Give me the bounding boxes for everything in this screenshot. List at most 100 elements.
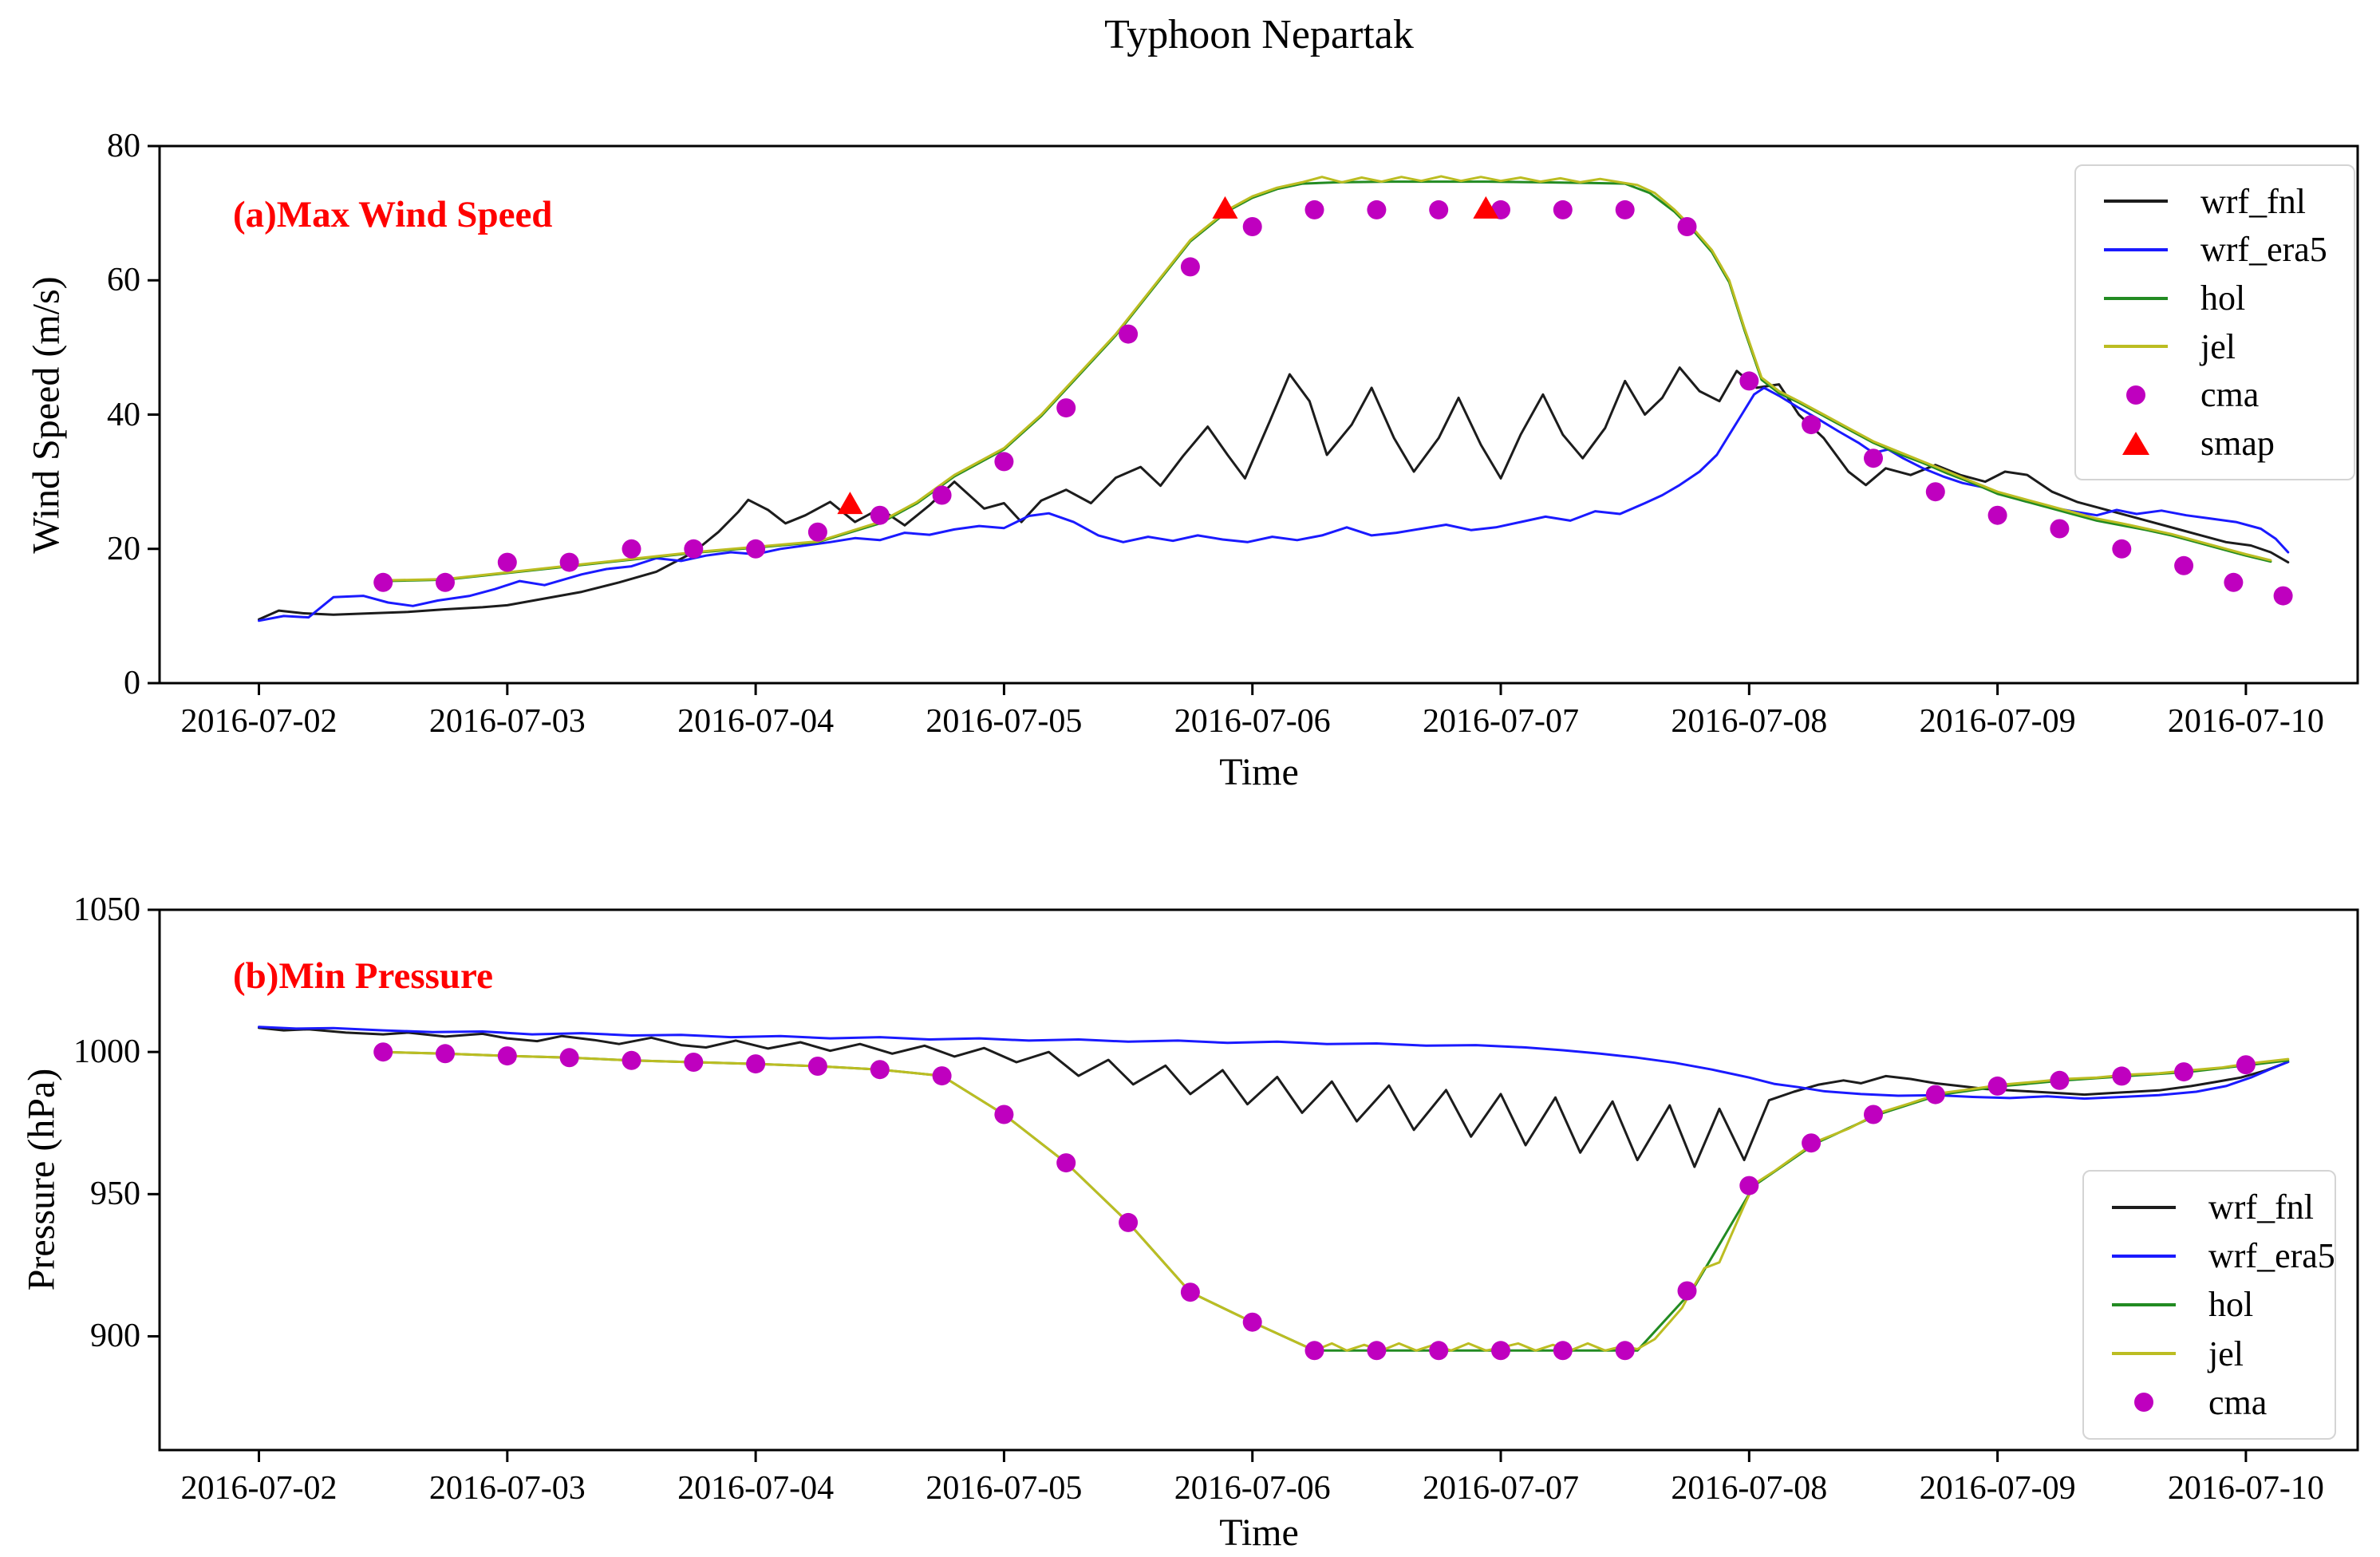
marker-cma	[1739, 1176, 1759, 1195]
marker-cma	[2174, 555, 2194, 575]
y-tick-label: 1050	[73, 891, 140, 928]
panel-a-y-axis-label: Wind Speed (m/s)	[25, 276, 68, 554]
marker-cma	[1056, 398, 1076, 418]
marker-cma	[1739, 371, 1759, 391]
panel-b-y-axis-label: Pressure (hPa)	[20, 1068, 63, 1291]
series-line-wrf_fnl	[258, 366, 2290, 621]
marker-cma	[373, 1042, 393, 1062]
triangle-sample-icon	[2092, 432, 2180, 456]
line-sample-icon	[2092, 247, 2180, 251]
scatter-glyph-icon	[2126, 385, 2145, 405]
marker-cma	[559, 552, 579, 572]
chart-title: Typhoon Nepartak	[1104, 12, 1414, 57]
marker-cma	[1367, 1341, 1387, 1361]
marker-cma	[1925, 1085, 1945, 1105]
line-sample-icon	[2100, 1352, 2188, 1356]
y-tick-label: 950	[90, 1176, 140, 1213]
legend-label: wrf_fnl	[2208, 1188, 2314, 1227]
line-sample-icon	[2100, 1254, 2188, 1258]
y-tick-label: 900	[90, 1318, 140, 1355]
legend-label: cma	[2200, 375, 2260, 415]
series-line-hol	[381, 180, 2272, 583]
marker-cma	[684, 539, 704, 559]
marker-smap	[1473, 196, 1499, 219]
marker-cma	[497, 552, 517, 572]
x-tick-label: 2016-07-05	[926, 703, 1083, 740]
marker-cma	[1429, 200, 1449, 219]
marker-cma	[2273, 586, 2293, 606]
x-tick-label: 2016-07-09	[1919, 703, 2076, 740]
line-glyph-icon	[2112, 1302, 2176, 1306]
marker-cma	[1304, 200, 1324, 219]
x-tick-label: 2016-07-10	[2167, 1470, 2324, 1507]
marker-cma	[436, 1044, 455, 1064]
y-tick-label: 60	[107, 262, 140, 299]
marker-cma	[436, 572, 455, 592]
line-glyph-icon	[2104, 296, 2168, 300]
marker-cma	[1180, 1282, 1200, 1302]
y-tick-label: 40	[107, 396, 140, 433]
legend-item-hol: hol	[2100, 1281, 2319, 1329]
dot-sample-icon	[2092, 385, 2180, 405]
x-tick-label: 2016-07-05	[926, 1470, 1083, 1507]
x-tick-label: 2016-07-06	[1174, 1470, 1331, 1507]
marker-cma	[1304, 1341, 1324, 1361]
legend-label: smap	[2200, 424, 2275, 464]
x-tick-label: 2016-07-03	[428, 703, 586, 740]
series-line-jel	[381, 175, 2272, 582]
line-glyph-icon	[2104, 247, 2168, 251]
marker-cma	[2112, 1066, 2132, 1086]
marker-cma	[1242, 217, 1262, 236]
x-tick-label: 2016-07-04	[677, 1470, 835, 1507]
y-tick-label: 1000	[73, 1033, 140, 1071]
marker-smap	[1212, 196, 1238, 219]
marker-cma	[1987, 1076, 2007, 1096]
marker-cma	[1119, 1212, 1139, 1232]
legend-label: hol	[2200, 279, 2246, 318]
x-tick-label: 2016-07-02	[180, 703, 337, 740]
marker-cma	[373, 572, 393, 592]
legend-item-wrf_fnl: wrf_fnl	[2092, 177, 2338, 225]
marker-cma	[1864, 449, 1883, 468]
marker-smap	[837, 492, 863, 515]
panel-a-x-axis-label: Time	[1219, 751, 1299, 793]
marker-cma	[559, 1048, 579, 1068]
legend-label: hol	[2208, 1285, 2254, 1325]
series-line-wrf_era5	[258, 1025, 2290, 1101]
marker-cma	[622, 539, 641, 559]
marker-cma	[2236, 1055, 2256, 1075]
marker-cma	[1802, 415, 1822, 435]
line-glyph-icon	[2112, 1205, 2176, 1209]
marker-cma	[1056, 1153, 1076, 1173]
x-tick-label: 2016-07-10	[2167, 703, 2324, 740]
x-tick-label: 2016-07-07	[1423, 1470, 1580, 1507]
legend-item-cma: cma	[2100, 1378, 2319, 1426]
series-line-jel	[381, 1050, 2290, 1352]
marker-cma	[1615, 1341, 1635, 1361]
marker-cma	[1677, 1281, 1697, 1301]
panel-a-legend: wrf_fnl wrf_era5 hol jel cma smap	[2074, 164, 2355, 480]
x-tick-label: 2016-07-02	[180, 1470, 337, 1507]
marker-cma	[994, 1105, 1014, 1124]
marker-cma	[2050, 519, 2070, 539]
marker-cma	[932, 1066, 952, 1086]
y-tick-label: 80	[107, 128, 140, 164]
x-tick-label: 2016-07-09	[1919, 1470, 2076, 1507]
x-tick-label: 2016-07-04	[677, 703, 835, 740]
marker-cma	[2174, 1062, 2194, 1082]
x-tick-label: 2016-07-08	[1671, 703, 1828, 740]
panel-a	[148, 144, 2359, 695]
marker-cma	[684, 1053, 704, 1072]
marker-cma	[807, 1057, 827, 1076]
marker-cma	[1367, 200, 1387, 219]
x-tick-label: 2016-07-03	[428, 1470, 586, 1507]
marker-cma	[1615, 200, 1635, 219]
marker-cma	[1491, 1341, 1510, 1361]
line-sample-icon	[2100, 1205, 2188, 1209]
legend-item-hol: hol	[2092, 275, 2338, 322]
marker-cma	[994, 452, 1014, 472]
marker-cma	[1925, 482, 1945, 502]
y-tick-label: 20	[107, 530, 140, 567]
